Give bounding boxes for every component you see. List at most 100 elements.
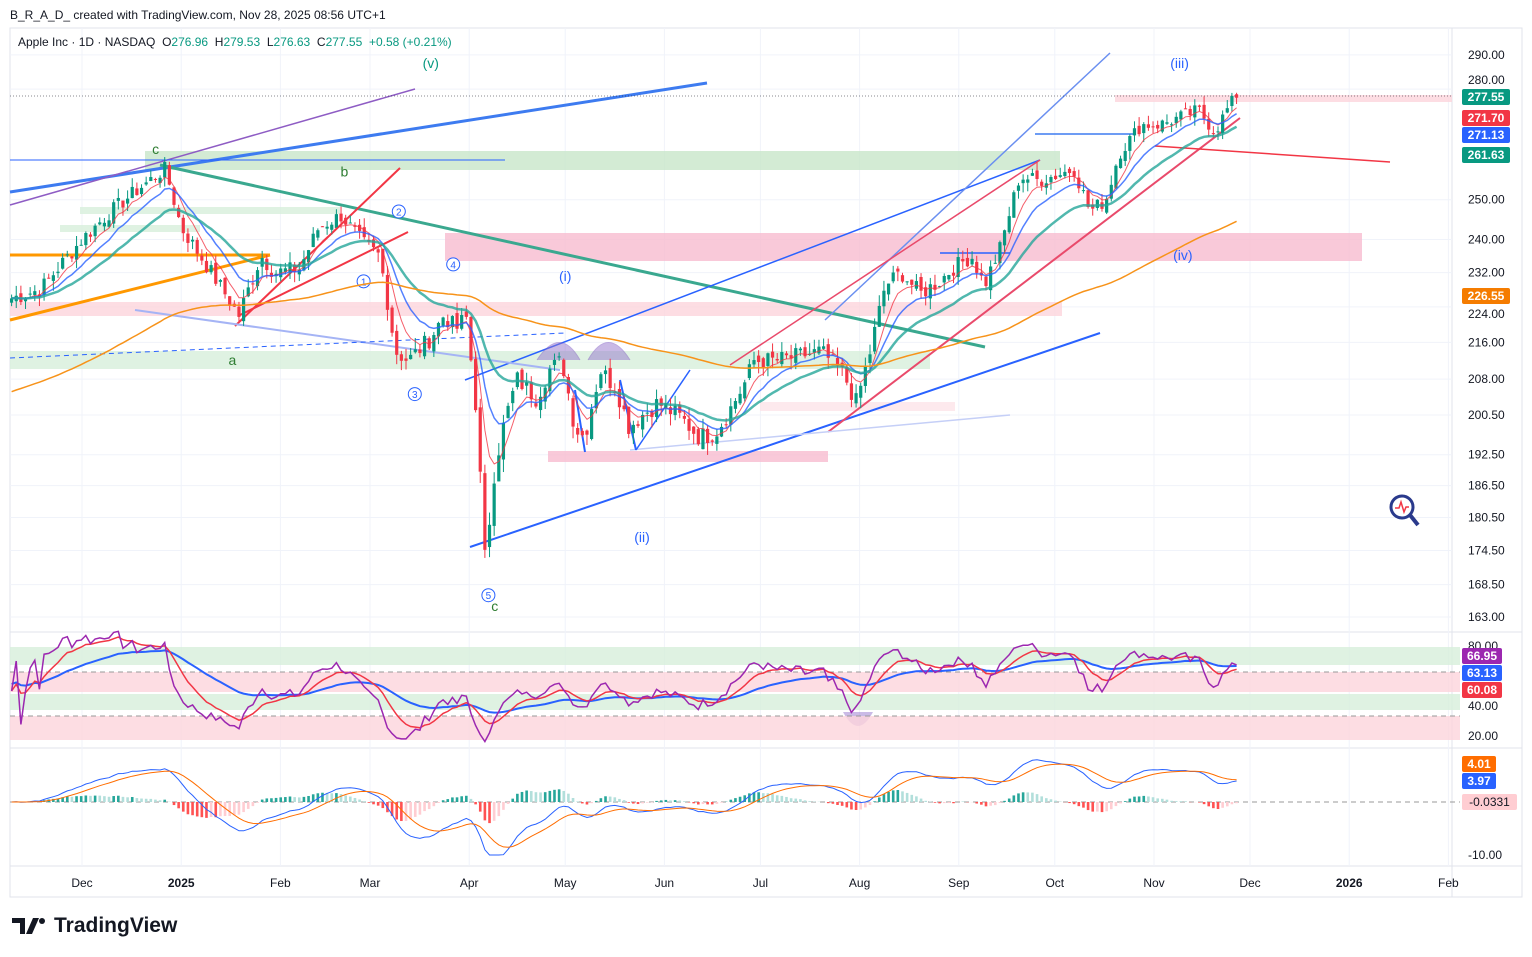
macd-histogram-bar [1119, 802, 1122, 804]
macd-histogram-bar [1165, 799, 1169, 802]
candle-body [112, 202, 116, 224]
candle-body [399, 354, 403, 361]
macd-histogram-bar [873, 801, 876, 802]
candle-body [102, 222, 106, 227]
candle-body [1132, 128, 1137, 136]
macd-signal-line [11, 763, 1237, 848]
macd-histogram-bar [548, 790, 552, 802]
macd-histogram-bar [608, 796, 612, 802]
macd-histogram-bar [98, 795, 102, 802]
macd-histogram-bar [998, 802, 1002, 804]
macd-histogram-bar [274, 797, 278, 802]
candle-body [371, 239, 376, 248]
candle-body [529, 382, 533, 400]
tradingview-logo[interactable]: TradingView [12, 914, 177, 938]
candle-body [93, 225, 97, 237]
rsi-ma-line [10, 636, 1237, 729]
macd-histogram-bar [1137, 796, 1141, 802]
macd-histogram-bar [1161, 798, 1164, 802]
candle-body [719, 426, 724, 437]
candle-body [158, 177, 162, 183]
candle-body [849, 383, 854, 400]
candle-body [627, 406, 631, 434]
macd-histogram-bar [748, 793, 751, 802]
price-tick-label: 232.00 [1468, 266, 1505, 280]
candle-body [724, 424, 728, 426]
chart-frame [9, 27, 1523, 898]
macd-histogram-bar [228, 802, 231, 816]
macd-histogram-bar [121, 796, 125, 802]
macd-histogram-bar [1096, 802, 1099, 812]
macd-histogram-bar [896, 790, 900, 802]
macd-histogram-bar [344, 795, 347, 802]
macd-histogram-bar [362, 801, 366, 802]
close-label: C [316, 35, 326, 49]
macd-histogram-bar [534, 792, 538, 802]
candle-body [177, 207, 181, 218]
candle-body [673, 405, 677, 416]
candle-body [882, 290, 886, 307]
macd-histogram-bar [56, 798, 60, 802]
candle-body [942, 275, 946, 283]
candle-body [497, 455, 501, 482]
macd-histogram-bar [219, 802, 222, 817]
candle-body [534, 403, 538, 407]
wave-circle [446, 257, 461, 272]
candle-body [1174, 116, 1178, 124]
candle-body [650, 410, 654, 418]
macd-histogram-bar [1054, 800, 1057, 802]
macd-histogram-bar [158, 800, 162, 802]
macd-tag-bg [1462, 773, 1496, 789]
rsi-zone [10, 647, 1460, 665]
macd-tag: 4.01 [1467, 757, 1491, 771]
macd-histogram-bar [645, 802, 649, 803]
macd-histogram-bar [52, 798, 55, 802]
candle-body [599, 374, 603, 389]
candle-body [687, 419, 691, 431]
candle-body [390, 307, 394, 333]
macd-histogram-bar [1151, 797, 1155, 802]
macd-histogram-bar [149, 798, 153, 802]
time-tick-label: Nov [1143, 876, 1164, 890]
macd-histogram-bar [734, 798, 737, 802]
macd-histogram-bar [1202, 802, 1206, 805]
candle-body [353, 225, 357, 227]
tradingview-logo-icon [12, 918, 45, 934]
candle-body [636, 424, 640, 426]
macd-histogram-bar [395, 802, 399, 820]
macd-histogram-bar [1068, 802, 1071, 804]
candle-body [590, 409, 594, 439]
candle-body [989, 266, 993, 291]
macd-histogram-bar [84, 795, 88, 802]
candle-body [1183, 108, 1188, 110]
candle-body [873, 326, 877, 352]
macd-histogram-bar [89, 795, 92, 802]
macd-histogram-bar [984, 802, 988, 807]
candle-body [511, 391, 515, 404]
price-tag: 271.13 [1468, 128, 1505, 142]
macd-histogram-bar [181, 802, 185, 812]
candle-body [1221, 114, 1225, 134]
candle-body [344, 217, 348, 225]
zone-rect [60, 225, 200, 232]
price-tick-label: 174.50 [1468, 544, 1505, 558]
candle-body [525, 382, 529, 386]
candle-body [1160, 120, 1164, 132]
close-value: 277.55 [325, 35, 363, 49]
macd-histogram-bar [1221, 802, 1224, 808]
macd-histogram-bar [887, 791, 890, 802]
macd-histogram-bar [836, 802, 839, 805]
candle-body [548, 368, 552, 392]
macd-histogram-bar [1007, 798, 1011, 802]
macd-histogram-bar [209, 802, 213, 818]
symbol-label[interactable]: Apple Inc · 1D · NASDAQ [18, 35, 156, 49]
price-tick-label: 192.50 [1468, 448, 1505, 462]
macd-histogram-bar [1133, 796, 1136, 802]
macd-histogram-bar [780, 795, 784, 802]
macd-histogram-bar [585, 802, 589, 805]
macd-histogram-bar [497, 802, 501, 817]
macd-histogram-bar [636, 802, 640, 805]
macd-histogram-bar [455, 797, 459, 802]
macd-histogram-bar [669, 800, 672, 802]
